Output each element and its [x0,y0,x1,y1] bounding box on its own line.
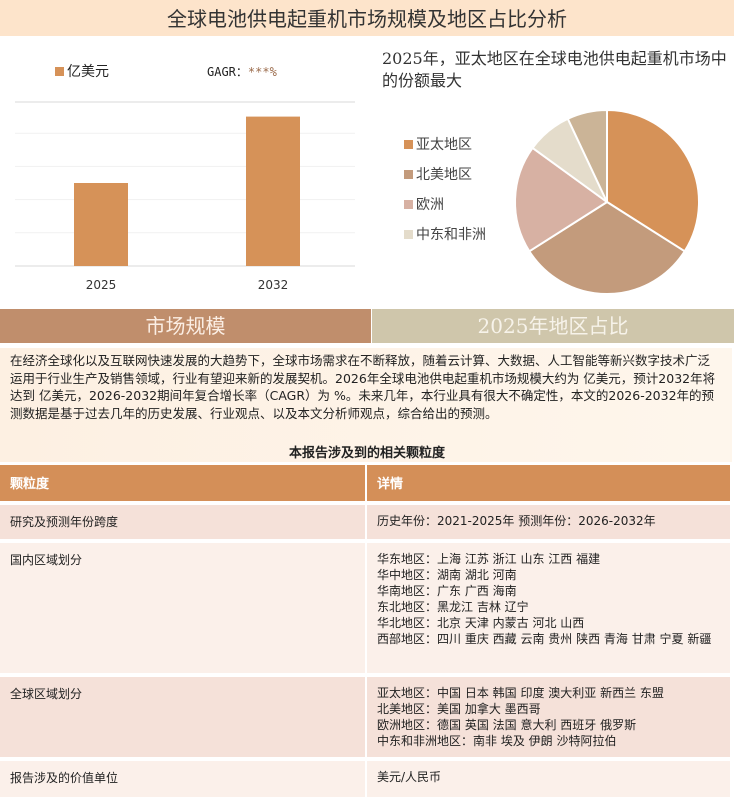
legend-swatch [404,200,413,209]
legend-label: 欧洲 [416,197,444,213]
pie-legend-item: 亚太地区 [404,136,494,154]
header-granularity: 颗粒度 [0,465,367,505]
table-title: 本报告涉及到的相关颗粒度 [288,446,445,461]
bar-legend: 亿美元 [55,61,109,81]
pie-slice-北美地区 [527,200,687,295]
gagr-label: GAGR：***% [207,63,277,80]
intro-text: 在经济全球化以及互联网快速发展的大趋势下，全球市场需求在不断释放，随着云计算、大… [0,348,732,462]
row-key: 国内区域划分 [0,541,367,677]
pie-legend: 亚太地区北美地区欧洲中东和非洲 [404,136,494,256]
pie-legend-item: 中东和非洲 [404,226,494,244]
pie-legend-item: 欧洲 [404,196,494,214]
table-row: 国内区域划分 华东地区：上海 江苏 浙江 山东 江西 福建 华中地区：湖南 湖北 … [0,541,732,677]
legend-label: 北美地区 [416,167,472,183]
table-row: 研究及预测年份跨度 历史年份：2021-2025年 预测年份：2026-2032年 [0,503,732,543]
legend-swatch [55,67,64,76]
legend-swatch [404,230,413,239]
page-title: 全球电池供电起重机市场规模及地区占比分析 [0,0,734,36]
gagr-label-text: GAGR： [207,65,248,79]
x-tick-label: 2025 [86,278,117,292]
section-region-share: 2025年地区占比 [372,309,734,343]
pie-legend-item: 北美地区 [404,166,494,184]
pie-title: 2025年，亚太地区在全球电池供电起重机市场中的份额最大 [382,49,727,90]
row-key: 研究及预测年份跨度 [0,503,367,543]
row-value: 华东地区：上海 江苏 浙江 山东 江西 福建 华中地区：湖南 湖北 河南 华南地… [366,541,732,677]
gagr-value: ***% [247,65,277,79]
table-row: 全球区域划分 亚太地区：中国 日本 韩国 印度 澳大利亚 新西兰 东盟 北美地区：… [0,675,732,761]
row-value: 美元/人民币 [366,759,732,801]
legend-swatch [404,170,413,179]
bar-2032 [246,116,300,266]
legend-label: 亚太地区 [416,137,472,153]
pie-slice-other [566,108,608,203]
table-row: 报告涉及的价值单位 美元/人民币 [0,759,732,801]
row-key: 报告涉及的价值单位 [0,759,367,801]
header-detail: 详情 [366,465,732,505]
granularity-table: 颗粒度 详情 研究及预测年份跨度 历史年份：2021-2025年 预测年份：2026… [0,465,732,801]
section-market-size: 市场规模 [0,309,371,343]
pie-slice-欧洲 [514,146,609,253]
bar-chart: 2025 2032 [15,101,355,292]
x-tick-label: 2032 [258,278,289,292]
pie-chart [514,108,700,295]
row-value: 历史年份：2021-2025年 预测年份：2026-2032年 [366,503,732,543]
row-value: 亚太地区：中国 日本 韩国 印度 澳大利亚 新西兰 东盟 北美地区：美国 加拿大… [366,675,732,761]
row-key: 全球区域划分 [0,675,367,761]
legend-unit: 亿美元 [67,64,109,80]
table-header: 颗粒度 详情 [0,465,732,505]
legend-swatch [404,140,413,149]
bar-2025 [74,183,128,266]
legend-label: 中东和非洲 [416,227,486,243]
